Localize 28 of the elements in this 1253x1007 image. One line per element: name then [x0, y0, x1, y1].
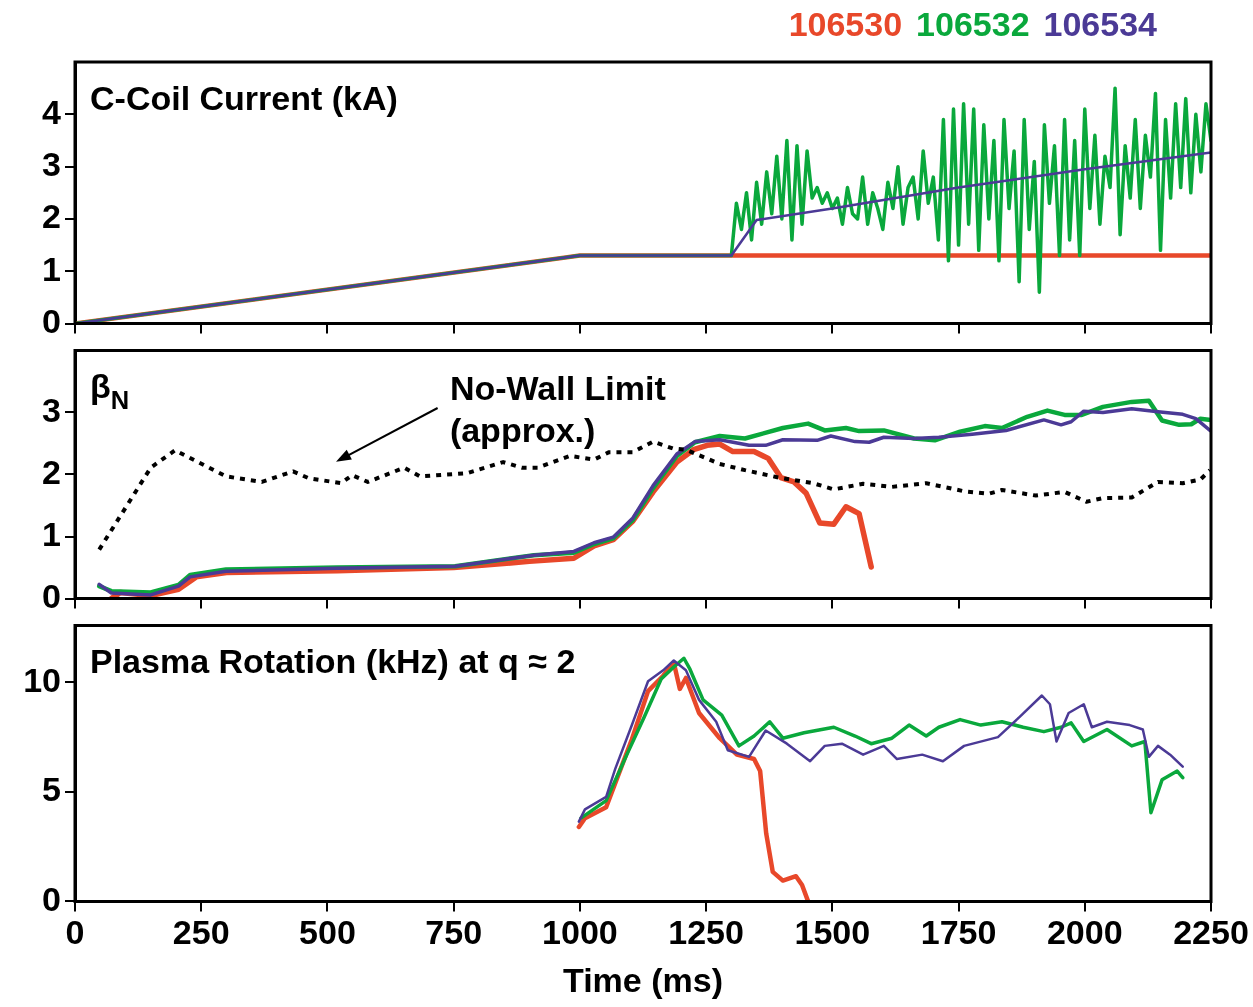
x-tick-label: 1500	[794, 913, 871, 952]
y-tick-label: 2	[42, 452, 61, 491]
y-tick-label: 0	[42, 576, 61, 615]
x-tick-label: 1750	[920, 913, 997, 952]
y-tick-label: 0	[42, 879, 61, 918]
y-tick-label: 10	[23, 660, 61, 699]
y-tick-label: 1	[42, 514, 61, 553]
x-tick-label: 1000	[542, 913, 618, 952]
text: 106534	[1043, 5, 1158, 43]
y-tick-label: 1	[42, 249, 61, 288]
y-tick-label: 5	[42, 770, 61, 809]
x-tick-label: 1250	[668, 913, 744, 952]
annotation: No-Wall Limit (approx.)	[449, 369, 666, 450]
y-tick-label: 4	[42, 92, 62, 131]
y-tick-label: 3	[42, 145, 61, 184]
x-tick-label: 500	[299, 913, 356, 952]
x-tick-label: 2250	[1173, 913, 1249, 952]
text: C-Coil Current (kA)	[90, 79, 398, 117]
y-tick-label: 2	[42, 197, 61, 236]
x-tick-label: 250	[172, 913, 230, 952]
text: Plasma Rotation (kHz) at q ≈ 2	[90, 642, 576, 681]
y-tick-label: 0	[42, 301, 61, 340]
text: 106530	[788, 5, 903, 43]
y-tick-label: 3	[42, 390, 61, 429]
x-tick-label: 2000	[1046, 913, 1123, 952]
x-axis-title: Time (ms)	[563, 960, 723, 999]
x-tick-label: 750	[425, 913, 483, 952]
text: 106532	[916, 5, 1030, 43]
